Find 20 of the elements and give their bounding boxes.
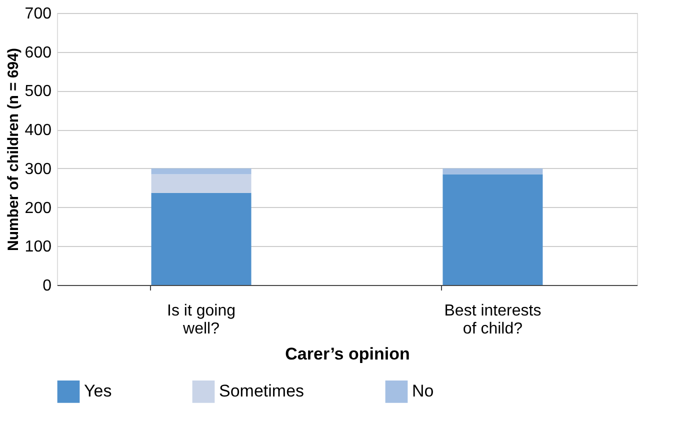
bar <box>151 168 252 174</box>
legend-label: Yes <box>84 382 112 401</box>
x-tick-label: Is it going well? <box>167 302 236 338</box>
y-tick-label: 400 <box>24 122 52 140</box>
legend-label: Sometimes <box>219 382 304 401</box>
bar <box>151 174 252 193</box>
bar <box>442 168 543 174</box>
y-axis-title: Number of children (n = 694) <box>4 48 22 251</box>
y-tick-label: 100 <box>24 238 52 256</box>
y-tick-label: 500 <box>24 83 52 100</box>
x-tick-label: Best interests of child? <box>444 302 542 338</box>
bar <box>151 192 252 285</box>
y-tick-label: 700 <box>24 6 52 22</box>
y-tick-label: 600 <box>24 44 52 62</box>
legend-label: No <box>412 382 434 401</box>
y-tick-label: 200 <box>24 200 52 217</box>
bar <box>442 174 543 285</box>
y-tick-label: 300 <box>24 160 52 178</box>
x-axis-title: Carer’s opinion <box>285 344 410 364</box>
y-tick-label: 0 <box>42 278 52 294</box>
